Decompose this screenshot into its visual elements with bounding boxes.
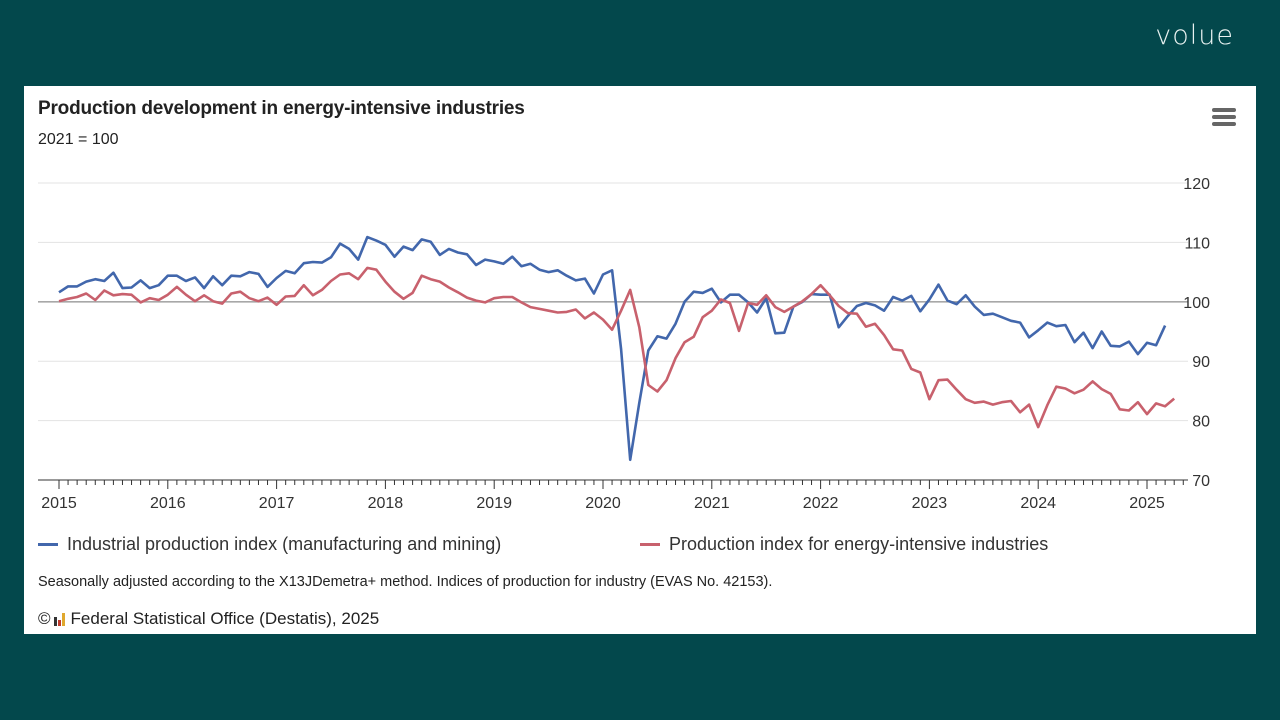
x-tick-label: 2015 xyxy=(41,495,77,512)
legend-item-energy-intensive[interactable]: Production index for energy-intensive in… xyxy=(640,534,1048,555)
legend-label-energy-intensive: Production index for energy-intensive in… xyxy=(669,534,1049,554)
chart-card: Production development in energy-intensi… xyxy=(24,86,1256,634)
chart-title: Production development in energy-intensi… xyxy=(38,98,525,119)
legend-swatch-industrial xyxy=(38,543,58,546)
y-tick-label: 90 xyxy=(1192,354,1210,371)
x-tick-label: 2024 xyxy=(1020,495,1056,512)
legend-item-industrial[interactable]: Industrial production index (manufacturi… xyxy=(38,534,501,555)
x-tick-label: 2017 xyxy=(259,495,295,512)
line-chart: 70 80 90 100 110 120 2015 2016 2017 2018 2019 2020 2… xyxy=(38,176,1210,512)
x-tick-label: 2018 xyxy=(368,495,404,512)
y-tick-label: 80 xyxy=(1192,414,1210,431)
y-tick-label: 70 xyxy=(1192,473,1210,490)
hamburger-menu-icon[interactable] xyxy=(1212,108,1236,128)
x-tick-label: 2022 xyxy=(803,495,839,512)
y-tick-label: 100 xyxy=(1183,295,1210,312)
legend-swatch-energy-intensive xyxy=(640,543,660,546)
x-tick-label: 2025 xyxy=(1129,495,1165,512)
y-tick-label: 120 xyxy=(1183,176,1210,193)
x-tick-label: 2020 xyxy=(585,495,621,512)
x-tick-label: 2016 xyxy=(150,495,186,512)
legend-label-industrial: Industrial production index (manufacturi… xyxy=(67,534,502,554)
x-tick-label: 2021 xyxy=(694,495,730,512)
footnote: Seasonally adjusted according to the X13… xyxy=(38,574,773,590)
destatis-logo-icon xyxy=(53,612,66,626)
volue-logo: volue xyxy=(1155,20,1234,51)
x-tick-label: 2019 xyxy=(476,495,512,512)
series-line-energy-intensive xyxy=(58,266,1176,429)
credit: © Federal Statistical Office (Destatis),… xyxy=(38,609,379,629)
x-tick-label: 2023 xyxy=(912,495,948,512)
copyright-symbol: © xyxy=(38,609,51,628)
series-line-industrial-production xyxy=(58,235,1167,462)
credit-text: Federal Statistical Office (Destatis), 2… xyxy=(70,609,380,628)
y-tick-label: 110 xyxy=(1184,235,1210,252)
chart-subtitle: 2021 = 100 xyxy=(38,131,119,148)
